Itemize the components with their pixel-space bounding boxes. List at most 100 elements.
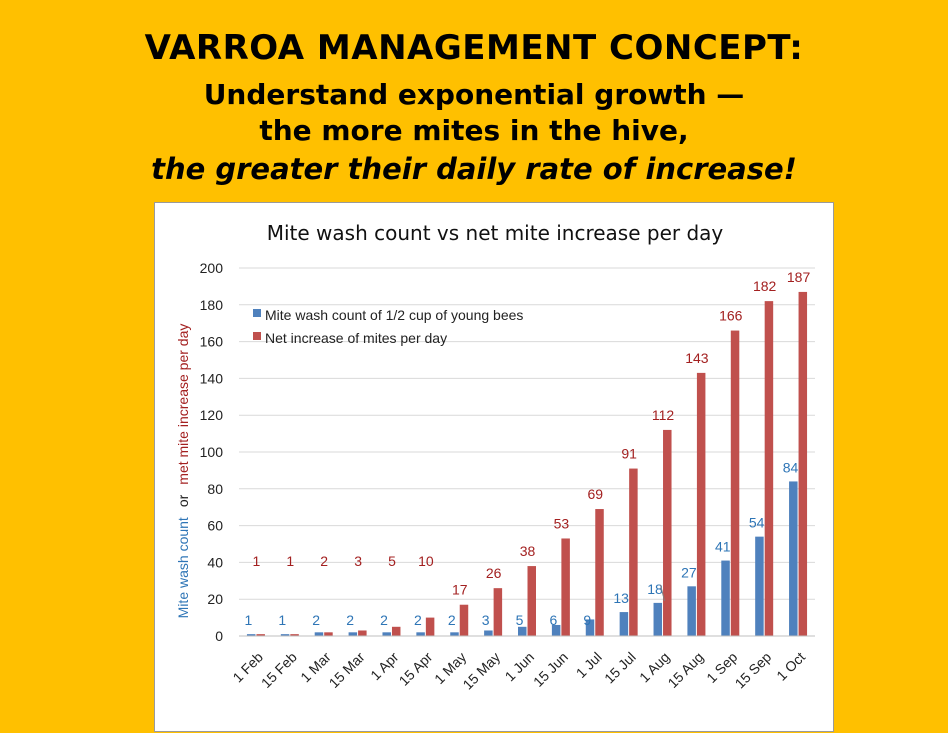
y-tick-label: 20 <box>207 591 223 607</box>
x-tick-label: 1 Jul <box>573 649 605 681</box>
data-label-wash-count: 2 <box>346 612 354 628</box>
data-label-net-increase: 143 <box>685 350 709 366</box>
slide-subtitle-line-1: Understand exponential growth — <box>203 78 745 111</box>
data-label-net-increase: 5 <box>388 553 396 569</box>
x-tick-label: 15 Apr <box>396 649 436 689</box>
bars <box>246 291 808 636</box>
data-label-net-increase: 2 <box>320 553 328 569</box>
bar-wash-count <box>619 612 629 636</box>
data-label-wash-count: 54 <box>749 515 765 531</box>
legend-swatch-wash <box>253 309 261 317</box>
bar-wash-count <box>755 536 764 636</box>
data-label-wash-count: 6 <box>549 612 557 628</box>
data-label-wash-count: 27 <box>681 564 697 580</box>
slide-title: VARROA MANAGEMENT CONCEPT: <box>144 28 804 68</box>
data-label-wash-count: 84 <box>783 459 799 475</box>
data-label-net-increase: 182 <box>753 278 777 294</box>
y-tick-label: 60 <box>207 518 223 534</box>
bar-wash-count <box>280 634 290 636</box>
bar-wash-count <box>246 634 256 636</box>
data-label-net-increase: 53 <box>554 515 570 531</box>
data-label-wash-count: 41 <box>715 539 731 555</box>
bar-net-increase <box>561 538 570 636</box>
y-tick-label: 120 <box>200 407 224 423</box>
data-label-leader-line <box>660 584 666 602</box>
legend: Mite wash count of 1/2 cup of young bees… <box>253 307 523 346</box>
bar-wash-count <box>382 632 391 636</box>
bar-net-increase <box>425 617 435 636</box>
bar-net-increase <box>764 301 774 636</box>
data-label-wash-count: 9 <box>583 612 591 628</box>
data-label-wash-count: 18 <box>647 581 663 597</box>
data-label-net-increase: 1 <box>286 553 294 569</box>
y-tick-label: 160 <box>200 334 224 350</box>
y-axis-label: Mite wash count or met mite increase per d… <box>175 324 191 619</box>
chart-svg: Mite wash count vs net mite increase per… <box>175 221 815 693</box>
bar-net-increase <box>663 429 672 636</box>
x-tick-label: 1 Oct <box>773 649 808 684</box>
x-tick-label: 15 Jul <box>601 649 639 687</box>
chart-panel: Mite wash count vs net mite increase per… <box>154 202 834 732</box>
bar-wash-count <box>348 632 358 636</box>
legend-label-wash: Mite wash count of 1/2 cup of young bees <box>265 307 523 323</box>
y-axis-label-part-wash: Mite wash count <box>175 517 191 618</box>
y-tick-label: 140 <box>200 370 224 386</box>
x-tick-label: 15 Jun <box>530 649 571 690</box>
y-tick-label: 100 <box>200 444 224 460</box>
bar-net-increase <box>798 291 808 636</box>
x-tick-label: 15 Mar <box>326 649 368 691</box>
data-labels: 1111222325210217326538653969139118112271… <box>245 269 811 628</box>
data-label-net-increase: 112 <box>652 407 675 423</box>
bar-wash-count <box>518 626 527 636</box>
legend-label-increase: Net increase of mites per day <box>265 330 447 346</box>
data-label-net-increase: 1 <box>253 553 261 569</box>
y-axis-label-part-increase: met mite increase per day <box>175 324 191 485</box>
bar-net-increase <box>629 468 638 636</box>
data-label-net-increase: 91 <box>621 446 637 462</box>
y-tick-label: 80 <box>207 481 223 497</box>
y-tick-label: 0 <box>215 628 223 644</box>
bar-net-increase <box>459 604 469 636</box>
data-label-wash-count: 1 <box>245 612 253 628</box>
bar-net-increase <box>358 630 367 636</box>
y-tick-label: 180 <box>200 297 224 313</box>
bar-net-increase <box>391 626 401 636</box>
slide-subtitle-line-2: the more mites in the hive, <box>259 114 689 147</box>
bar-wash-count <box>450 632 459 636</box>
x-tick-label: 15 Aug <box>664 649 706 691</box>
data-label-net-increase: 10 <box>418 553 434 569</box>
data-label-wash-count: 5 <box>516 612 524 628</box>
data-label-net-increase: 26 <box>486 565 502 581</box>
x-tick-label: 15 Sep <box>732 649 775 692</box>
bar-net-increase <box>493 588 503 636</box>
data-label-net-increase: 3 <box>354 553 362 569</box>
data-label-net-increase: 187 <box>787 269 811 285</box>
y-axis-label-part-or: or <box>175 494 191 507</box>
bar-net-increase <box>696 372 706 636</box>
legend-swatch-increase <box>253 332 261 340</box>
data-label-wash-count: 2 <box>414 612 422 628</box>
x-tick-label: 15 Feb <box>258 649 300 691</box>
data-label-net-increase: 166 <box>719 308 743 324</box>
data-label-wash-count: 3 <box>482 612 490 628</box>
y-tick-label: 40 <box>207 554 223 570</box>
bar-wash-count <box>314 632 324 636</box>
bar-net-increase <box>256 634 265 636</box>
bar-wash-count <box>721 560 730 636</box>
bar-net-increase <box>290 634 299 636</box>
data-label-net-increase: 69 <box>587 486 603 502</box>
bar-wash-count <box>687 586 696 636</box>
bar-wash-count <box>585 619 595 636</box>
data-label-wash-count: 2 <box>312 612 320 628</box>
data-label-net-increase: 17 <box>452 582 468 598</box>
x-tick-label: 15 May <box>459 649 503 693</box>
bar-net-increase <box>595 509 604 636</box>
bar-wash-count <box>653 602 663 636</box>
gridlines <box>239 267 815 600</box>
chart-title: Mite wash count vs net mite increase per… <box>267 221 724 245</box>
bar-net-increase <box>324 632 333 636</box>
bar-wash-count <box>484 630 493 636</box>
bar-wash-count <box>416 632 425 636</box>
bar-wash-count <box>789 481 798 636</box>
slide-subtitle-line-3: the greater their daily rate of increase… <box>151 152 797 186</box>
